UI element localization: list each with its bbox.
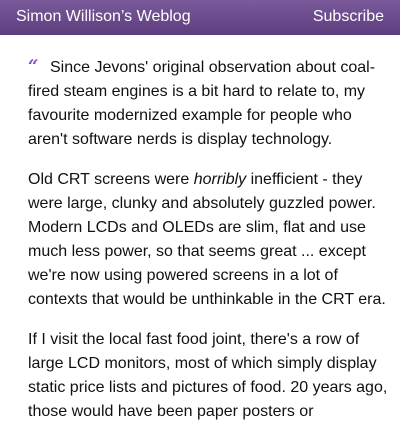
subscribe-link[interactable]: Subscribe <box>312 7 384 25</box>
site-header: Simon Willison’s Weblog Subscribe <box>0 0 400 35</box>
site-title-link[interactable]: Simon Willison’s Weblog <box>16 7 191 25</box>
quote-mark-icon: “ <box>28 56 39 77</box>
paragraph-text: Since Jevons' original observation about… <box>28 59 376 148</box>
paragraph-text: If I visit the local fast food joint, th… <box>28 331 388 420</box>
emphasis-text: horribly <box>193 171 247 188</box>
quote-paragraph-3: If I visit the local fast food joint, th… <box>28 328 390 424</box>
paragraph-text-end: inefficient - they were large, clunky an… <box>28 171 386 308</box>
quote-paragraph-2: Old CRT screens were horribly inefficien… <box>28 168 390 312</box>
blockquote: “Since Jevons' original observation abou… <box>28 56 390 440</box>
paragraph-text-start: Old CRT screens were <box>28 171 194 188</box>
quote-paragraph-1: “Since Jevons' original observation abou… <box>28 56 390 152</box>
